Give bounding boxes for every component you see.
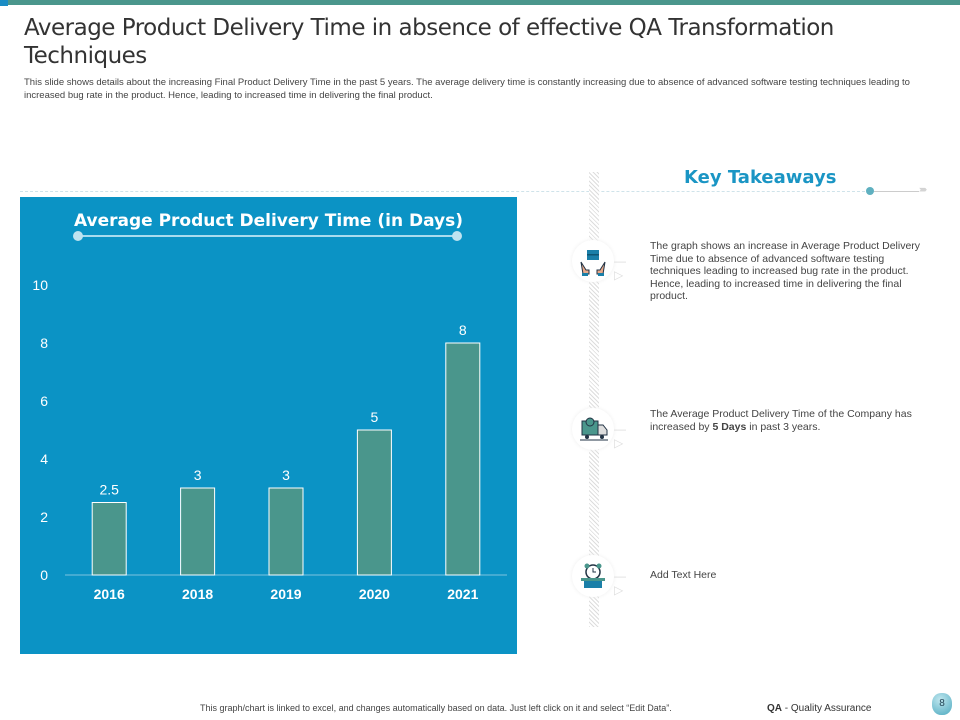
hands-box-icon bbox=[572, 240, 614, 282]
y-tick-label: 4 bbox=[40, 451, 48, 467]
footer-note: This graph/chart is linked to excel, and… bbox=[200, 703, 672, 713]
bar-2021 bbox=[445, 342, 481, 576]
y-tick-label: 0 bbox=[40, 567, 48, 583]
qa-abbrev: QA bbox=[767, 703, 782, 714]
heading-arrows: ›››››› bbox=[919, 184, 927, 194]
heading-line bbox=[874, 191, 919, 192]
y-tick-label: 8 bbox=[40, 335, 48, 351]
arrow-icon: —▷ bbox=[614, 569, 626, 597]
footer-qa: QA - Quality Assurance bbox=[767, 703, 871, 714]
bar-2019 bbox=[268, 487, 304, 576]
page-number: 8 bbox=[932, 693, 952, 715]
x-tick-label: 2021 bbox=[447, 586, 478, 602]
bar-chart: 0 2 4 6 8 10 2.5 2016 3 2018 3 2019 5 2020 8 2021 bbox=[32, 277, 507, 602]
bar-2020 bbox=[356, 429, 392, 576]
takeaway-text: The graph shows an increase in Average P… bbox=[650, 240, 921, 302]
page-title: Average Product Delivery Time in absence… bbox=[24, 15, 834, 69]
data-label: 8 bbox=[459, 322, 467, 338]
qa-expansion: - Quality Assurance bbox=[782, 703, 872, 714]
takeaway-text: Add Text Here bbox=[650, 569, 717, 581]
heading-dot bbox=[866, 187, 874, 195]
underline-dot bbox=[73, 231, 83, 241]
x-tick-label: 2016 bbox=[94, 586, 125, 602]
data-label: 5 bbox=[371, 409, 379, 425]
x-tick-label: 2018 bbox=[182, 586, 213, 602]
x-tick-label: 2020 bbox=[359, 586, 390, 602]
chart-title-underline bbox=[78, 235, 458, 237]
key-takeaways-heading: Key Takeaways bbox=[684, 167, 837, 188]
arrow-icon: —▷ bbox=[614, 254, 626, 282]
y-tick-label: 6 bbox=[40, 393, 48, 409]
y-tick-label: 10 bbox=[32, 277, 48, 293]
top-accent-square bbox=[0, 0, 8, 6]
data-label: 3 bbox=[194, 467, 202, 483]
text-part: in past 3 years. bbox=[746, 420, 821, 433]
chart-title: Average Product Delivery Time (in Days) bbox=[73, 211, 464, 231]
timeline-line bbox=[589, 172, 599, 627]
alarm-box-icon bbox=[572, 555, 614, 597]
delivery-truck-icon bbox=[572, 408, 614, 450]
divider bbox=[20, 191, 870, 192]
data-label: 3 bbox=[282, 467, 290, 483]
bar-2016 bbox=[91, 502, 127, 576]
bar-2018 bbox=[180, 487, 216, 576]
underline-dot bbox=[452, 231, 462, 241]
chart-panel[interactable]: Average Product Delivery Time (in Days) … bbox=[20, 197, 517, 654]
x-tick-label: 2019 bbox=[270, 586, 301, 602]
takeaway-text: The Average Product Delivery Time of the… bbox=[650, 408, 935, 433]
arrow-icon: —▷ bbox=[614, 422, 626, 450]
y-tick-label: 2 bbox=[40, 509, 48, 525]
page-subtitle: This slide shows details about the incre… bbox=[24, 77, 910, 101]
top-accent-bar bbox=[0, 0, 960, 5]
highlight-days: 5 Days bbox=[712, 420, 747, 433]
text-part: The Average Product Delivery Time of the… bbox=[650, 408, 912, 433]
data-label: 2.5 bbox=[99, 482, 119, 498]
